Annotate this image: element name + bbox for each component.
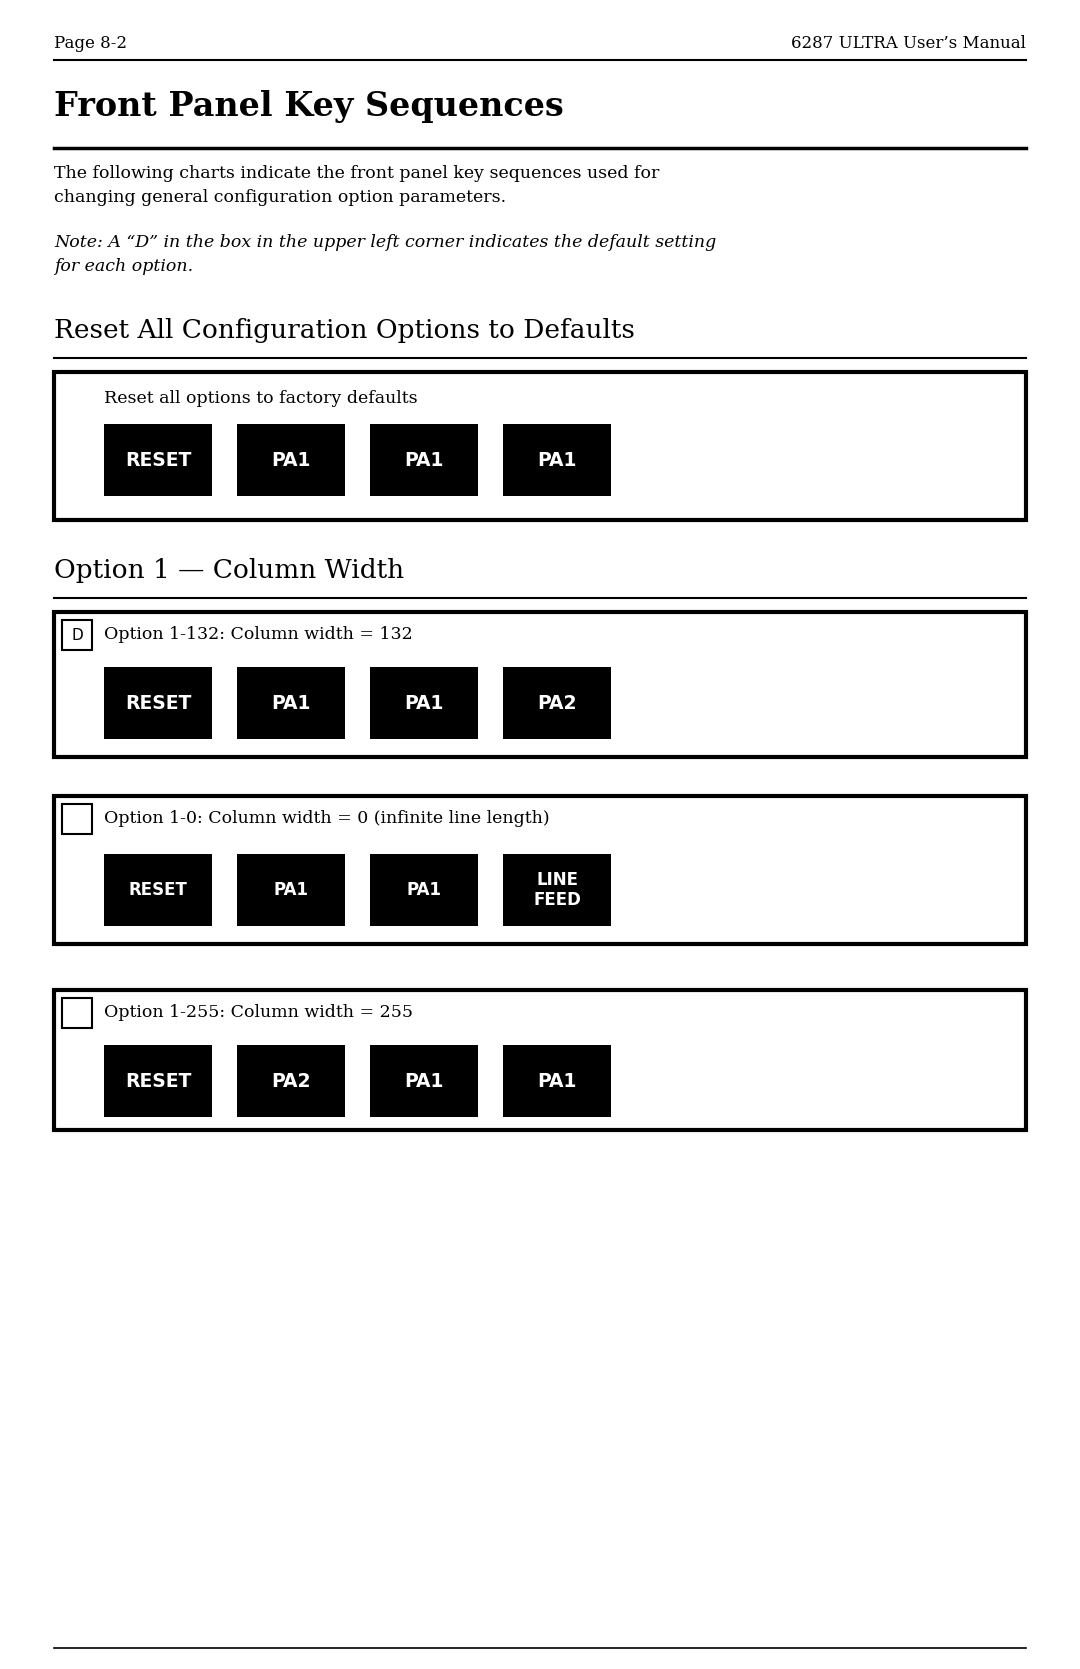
Text: Option 1-132: Column width = 132: Option 1-132: Column width = 132 — [104, 626, 413, 643]
Bar — [237, 424, 345, 496]
Text: Note: A “D” in the box in the upper left corner indicates the default setting
fo: Note: A “D” in the box in the upper left… — [54, 234, 716, 275]
Bar — [104, 424, 212, 496]
Bar — [370, 668, 478, 739]
Bar — [503, 855, 611, 926]
Text: PA1: PA1 — [273, 881, 309, 900]
Text: PA1: PA1 — [404, 1071, 444, 1090]
Text: Option 1 — Column Width: Option 1 — Column Width — [54, 557, 404, 582]
Bar — [62, 619, 92, 649]
Text: LINE
FEED: LINE FEED — [534, 871, 581, 910]
Bar — [104, 1045, 212, 1117]
Bar — [62, 998, 92, 1028]
Text: Front Panel Key Sequences: Front Panel Key Sequences — [54, 90, 564, 124]
Bar — [54, 613, 1026, 758]
Text: Page 8-2: Page 8-2 — [54, 35, 127, 52]
Text: PA1: PA1 — [538, 451, 577, 469]
Text: 6287 ULTRA User’s Manual: 6287 ULTRA User’s Manual — [792, 35, 1026, 52]
Text: PA2: PA2 — [271, 1071, 311, 1090]
Text: PA2: PA2 — [537, 694, 577, 713]
Text: PA1: PA1 — [271, 451, 311, 469]
Bar — [370, 1045, 478, 1117]
Text: Reset all options to factory defaults: Reset all options to factory defaults — [104, 391, 418, 407]
Bar — [370, 855, 478, 926]
Text: RESET: RESET — [129, 881, 188, 900]
Text: The following charts indicate the front panel key sequences used for
changing ge: The following charts indicate the front … — [54, 165, 660, 207]
Bar — [503, 1045, 611, 1117]
Text: D: D — [71, 628, 83, 643]
Text: Option 1-0: Column width = 0 (infinite line length): Option 1-0: Column width = 0 (infinite l… — [104, 809, 550, 828]
Bar — [237, 855, 345, 926]
Text: RESET: RESET — [125, 451, 191, 469]
Bar — [237, 1045, 345, 1117]
Bar — [503, 668, 611, 739]
Bar — [54, 990, 1026, 1130]
Text: Reset All Configuration Options to Defaults: Reset All Configuration Options to Defau… — [54, 319, 635, 344]
Text: RESET: RESET — [125, 1071, 191, 1090]
Text: PA1: PA1 — [404, 451, 444, 469]
Text: PA1: PA1 — [271, 694, 311, 713]
Text: PA1: PA1 — [404, 694, 444, 713]
Bar — [503, 424, 611, 496]
Text: PA1: PA1 — [406, 881, 442, 900]
Bar — [104, 668, 212, 739]
Bar — [62, 804, 92, 834]
Bar — [54, 372, 1026, 521]
Text: PA1: PA1 — [538, 1071, 577, 1090]
Bar — [370, 424, 478, 496]
Bar — [54, 796, 1026, 945]
Text: Option 1-255: Column width = 255: Option 1-255: Column width = 255 — [104, 1005, 413, 1021]
Bar — [237, 668, 345, 739]
Bar — [104, 855, 212, 926]
Text: RESET: RESET — [125, 694, 191, 713]
